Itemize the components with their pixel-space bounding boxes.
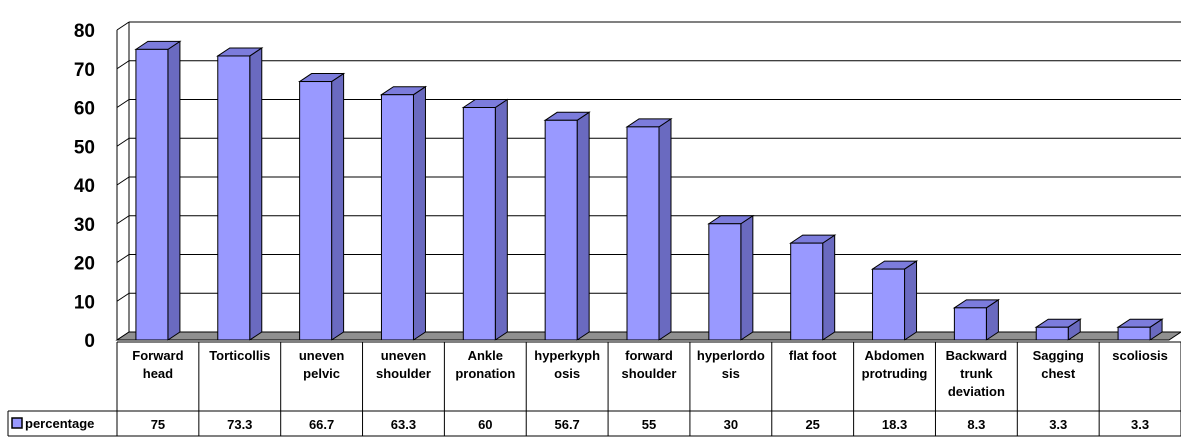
legend-swatch bbox=[11, 417, 23, 429]
data-table-value: 66.7 bbox=[309, 417, 334, 432]
bar-front bbox=[708, 223, 742, 341]
y-tick-label: 10 bbox=[74, 292, 95, 313]
data-table-value: 75 bbox=[151, 417, 165, 432]
bar-side bbox=[494, 98, 508, 341]
data-table-value: 3.3 bbox=[1049, 417, 1067, 432]
x-tick-label: uneven shoulder bbox=[376, 348, 431, 381]
bars bbox=[134, 40, 1164, 341]
bar-front bbox=[1035, 326, 1069, 341]
bar-front bbox=[953, 307, 987, 341]
bar bbox=[789, 234, 837, 341]
bar bbox=[461, 98, 509, 341]
data-table-value: 60 bbox=[478, 417, 492, 432]
bar bbox=[216, 47, 264, 341]
bar-side bbox=[658, 117, 672, 341]
bar-front bbox=[790, 242, 824, 341]
bar-side bbox=[331, 72, 345, 341]
data-table-value: 63.3 bbox=[391, 417, 416, 432]
bar bbox=[707, 214, 755, 341]
bar bbox=[952, 298, 1001, 341]
gridline-depth bbox=[116, 60, 130, 70]
data-table-value: 56.7 bbox=[554, 417, 579, 432]
x-tick-label: Backward trunk deviation bbox=[946, 348, 1007, 399]
y-tick-label: 50 bbox=[74, 137, 95, 158]
bar bbox=[1116, 318, 1164, 341]
bar-front bbox=[217, 55, 251, 341]
gridline-depth bbox=[116, 137, 130, 147]
y-tick-label: 0 bbox=[84, 331, 95, 352]
bar bbox=[625, 117, 673, 341]
data-table-value: 55 bbox=[642, 417, 656, 432]
y-tick-label: 20 bbox=[74, 254, 95, 275]
y-tick-label: 40 bbox=[74, 176, 95, 197]
data-table-value: 25 bbox=[805, 417, 819, 432]
x-tick-label: Sagging chest bbox=[1033, 348, 1084, 381]
data-table-value: 30 bbox=[724, 417, 738, 432]
x-tick-label: Torticollis bbox=[209, 348, 270, 363]
gridline-depth bbox=[116, 292, 130, 302]
bar bbox=[379, 85, 428, 341]
x-tick-label: Abdomen protruding bbox=[862, 348, 928, 381]
bar-front bbox=[380, 94, 414, 341]
bar-front bbox=[1117, 326, 1151, 341]
x-tick-label: hyperlordo sis bbox=[697, 348, 765, 381]
x-tick-label: scoliosis bbox=[1112, 348, 1168, 363]
y-tick-label: 70 bbox=[74, 60, 95, 81]
data-table-value: 3.3 bbox=[1131, 417, 1149, 432]
y-tick-label: 30 bbox=[74, 215, 95, 236]
bar-side bbox=[904, 260, 918, 341]
bar-side bbox=[412, 85, 426, 341]
x-tick-label: Forward head bbox=[132, 348, 183, 381]
bar bbox=[134, 40, 182, 341]
bar bbox=[1034, 318, 1082, 341]
data-table: Forward head Torticollis uneven pelvic uneven… bbox=[7, 341, 1181, 437]
data-table-value: 8.3 bbox=[967, 417, 985, 432]
data-table-value: 18.3 bbox=[882, 417, 907, 432]
gridline-depth bbox=[116, 21, 130, 31]
y-axis: 0 10 20 30 40 50 60 70 80 bbox=[74, 21, 95, 352]
bar bbox=[297, 72, 346, 341]
x-tick-label: hyperkyph osis bbox=[534, 348, 600, 381]
data-table-value: 73.3 bbox=[227, 417, 252, 432]
x-tick-label: Ankle pronation bbox=[455, 348, 515, 381]
x-tick-label: flat foot bbox=[789, 348, 837, 363]
bar-side bbox=[740, 214, 754, 341]
bar-side bbox=[576, 111, 590, 341]
bar-side bbox=[822, 234, 836, 341]
bar-front bbox=[462, 107, 496, 341]
bar-side bbox=[167, 40, 181, 341]
bar-front bbox=[626, 126, 660, 341]
gridline-depth bbox=[116, 176, 130, 186]
x-tick-label: forward shoulder bbox=[622, 348, 677, 381]
bar-side bbox=[249, 47, 263, 341]
bar-front bbox=[544, 119, 578, 341]
bar-front bbox=[299, 81, 333, 341]
x-tick-label: uneven pelvic bbox=[299, 348, 345, 381]
gridline-depth bbox=[116, 215, 130, 225]
bar bbox=[543, 111, 591, 341]
gridline-depth bbox=[116, 254, 130, 263]
y-tick-label: 80 bbox=[74, 21, 95, 42]
legend-label: percentage bbox=[25, 416, 94, 431]
bar bbox=[870, 260, 919, 341]
gridline-depth bbox=[116, 99, 130, 108]
bar-front bbox=[872, 268, 906, 341]
bar-front bbox=[135, 48, 169, 341]
y-tick-label: 60 bbox=[74, 99, 95, 120]
